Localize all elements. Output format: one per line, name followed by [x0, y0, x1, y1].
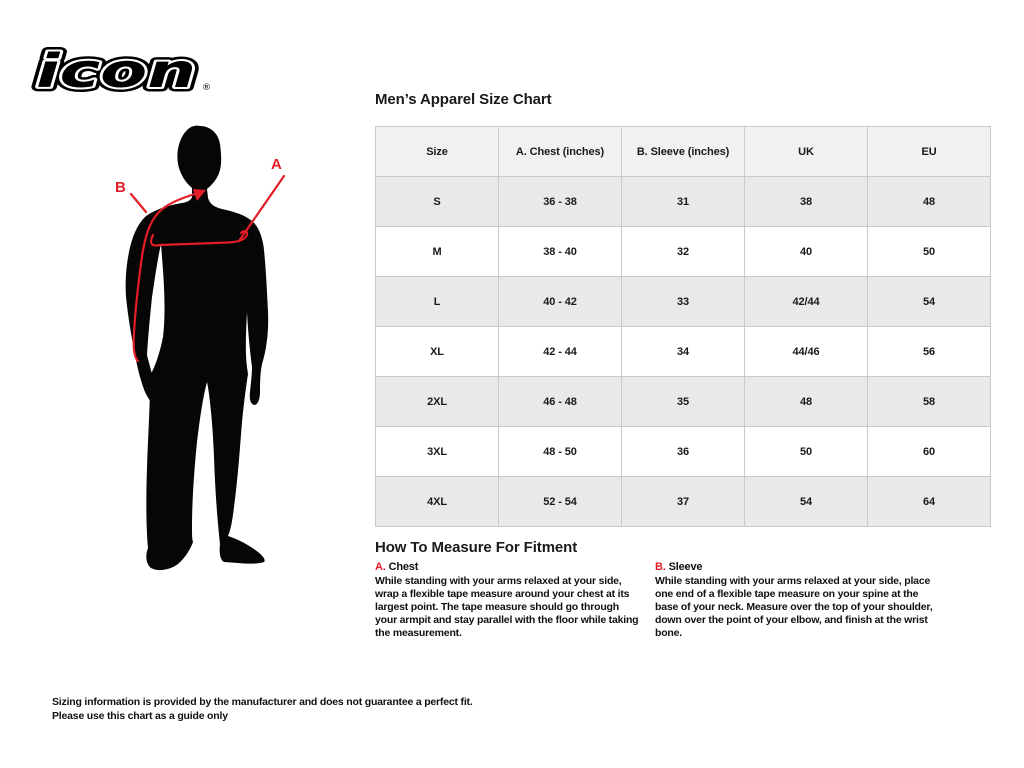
sleeve-point-label: B	[115, 179, 126, 196]
size-cell: L	[375, 276, 499, 327]
chest-cell: 42 - 44	[498, 326, 622, 377]
registered-trademark-icon: ®	[202, 83, 211, 93]
column-header-size: Size	[375, 126, 499, 177]
measure-sleeve-text: While standing with your arms relaxed at…	[655, 575, 933, 639]
sleeve-cell: 36	[621, 426, 745, 477]
chest-point-label: A	[271, 156, 282, 173]
column-header-sleeve: B. Sleeve (inches)	[621, 126, 745, 177]
chest-cell: 40 - 42	[498, 276, 622, 327]
disclaimer-line-2: Please use this chart as a guide only	[52, 709, 228, 722]
logo-fill: icon	[36, 44, 196, 98]
chest-cell: 46 - 48	[498, 376, 622, 427]
column-header-eu: EU	[867, 126, 991, 177]
table-row: 3XL 48 - 50 36 50 60	[375, 426, 991, 477]
measure-chest-letter: A.	[375, 561, 386, 573]
sleeve-arrowhead-icon	[193, 189, 206, 201]
uk-cell: 54	[744, 476, 868, 527]
uk-cell: 42/44	[744, 276, 868, 327]
table-row: 2XL 46 - 48 35 48 58	[375, 376, 991, 427]
uk-cell: 44/46	[744, 326, 868, 377]
uk-cell: 38	[744, 176, 868, 227]
male-silhouette-shape	[125, 125, 269, 571]
measure-chest-text: While standing with your arms relaxed at…	[375, 575, 639, 639]
sleeve-cell: 37	[621, 476, 745, 527]
logo-outline-inner: icon	[36, 44, 196, 98]
sleeve-cell: 34	[621, 326, 745, 377]
sleeve-cell: 32	[621, 226, 745, 277]
size-chart-table: Size A. Chest (inches) B. Sleeve (inches…	[375, 126, 991, 527]
a-callout-line	[237, 174, 286, 243]
table-row: L 40 - 42 33 42/44 54	[375, 276, 991, 327]
measure-chest-label: A. Chest	[375, 561, 641, 574]
size-cell: 3XL	[375, 426, 499, 477]
eu-cell: 54	[867, 276, 991, 327]
disclaimer-footer: Sizing information is provided by the ma…	[52, 696, 473, 723]
disclaimer-line-1: Sizing information is provided by the ma…	[52, 696, 473, 708]
measure-sleeve-letter: B.	[655, 561, 666, 573]
size-cell: S	[375, 176, 499, 227]
measure-sleeve-name: Sleeve	[668, 561, 703, 573]
measure-section-title: How To Measure For Fitment	[375, 539, 578, 556]
table-row: M 38 - 40 32 40 50	[375, 226, 991, 277]
size-cell: 4XL	[375, 476, 499, 527]
uk-cell: 50	[744, 426, 868, 477]
column-header-uk: UK	[744, 126, 868, 177]
table-row: 4XL 52 - 54 37 54 64	[375, 476, 991, 527]
chest-cell: 48 - 50	[498, 426, 622, 477]
icon-logo-graphic: icon icon icon ®	[32, 40, 212, 103]
sleeve-cell: 31	[621, 176, 745, 227]
size-cell: 2XL	[375, 376, 499, 427]
table-row: XL 42 - 44 34 44/46 56	[375, 326, 991, 377]
male-silhouette-figure	[125, 125, 286, 571]
uk-cell: 40	[744, 226, 868, 277]
eu-cell: 60	[867, 426, 991, 477]
logo-outline-outer: icon	[36, 44, 196, 98]
chest-cell: 38 - 40	[498, 226, 622, 277]
b-callout-line	[129, 192, 148, 214]
size-chart-table-wrapper: Size A. Chest (inches) B. Sleeve (inches…	[375, 126, 991, 527]
table-header-row: Size A. Chest (inches) B. Sleeve (inches…	[375, 126, 991, 177]
measure-chest-section: A. Chest While standing with your arms re…	[375, 561, 641, 640]
uk-cell: 48	[744, 376, 868, 427]
eu-cell: 58	[867, 376, 991, 427]
eu-cell: 48	[867, 176, 991, 227]
size-cell: M	[375, 226, 499, 277]
sleeve-cell: 35	[621, 376, 745, 427]
eu-cell: 50	[867, 226, 991, 277]
measure-sleeve-label: B. Sleeve	[655, 561, 935, 574]
size-cell: XL	[375, 326, 499, 377]
chest-cell: 52 - 54	[498, 476, 622, 527]
sleeve-cell: 33	[621, 276, 745, 327]
measure-sleeve-section: B. Sleeve While standing with your arms r…	[655, 561, 935, 640]
icon-brand-logo: icon icon icon ®	[26, 40, 231, 103]
measurement-figure: A B	[100, 112, 310, 592]
measure-chest-name: Chest	[388, 561, 419, 573]
measurement-annotations	[129, 174, 286, 363]
table-row: S 36 - 38 31 38 48	[375, 176, 991, 227]
chest-cell: 36 - 38	[498, 176, 622, 227]
sleeve-measure-line	[132, 191, 200, 363]
column-header-chest: A. Chest (inches)	[498, 126, 622, 177]
eu-cell: 56	[867, 326, 991, 377]
size-chart-title: Men’s Apparel Size Chart	[375, 91, 552, 108]
eu-cell: 64	[867, 476, 991, 527]
